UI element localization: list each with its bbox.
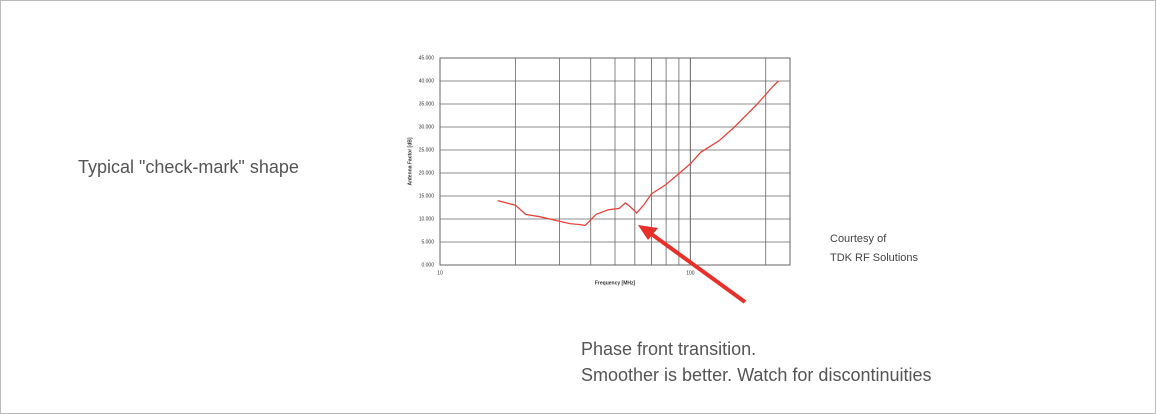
transition-note: Smoother is better. Watch for discontinu…	[581, 365, 932, 385]
x-axis-label: Frequency [MHz]	[595, 280, 636, 286]
courtesy-line: TDK RF Solutions	[830, 252, 919, 264]
y-tick-label: 10.000	[419, 216, 435, 222]
y-tick-label: 40.000	[419, 78, 435, 84]
y-tick-label: 15.000	[419, 193, 435, 199]
arrow	[648, 231, 747, 304]
x-tick-label: 100	[686, 270, 695, 276]
y-tick-label: 25.000	[419, 147, 435, 153]
y-axis-label: Antenna Factor [dB]	[407, 137, 413, 185]
y-tick-label: 0.000	[421, 262, 434, 268]
plot-frame	[439, 57, 791, 266]
y-tick-label: 20.000	[419, 170, 435, 176]
plot: 0.000 5.000 10.000 15.000 20.000 25.000 30.000…	[407, 55, 791, 286]
arrow-head	[638, 225, 658, 240]
y-tick-label: 45.000	[419, 55, 435, 61]
data-line	[497, 80, 779, 227]
x-tick-label: 10	[437, 270, 443, 276]
transition-note: Phase front transition.	[581, 339, 756, 359]
courtesy-line: Courtesy of	[830, 233, 887, 245]
y-tick-label: 5.000	[421, 239, 434, 245]
y-tick-label: 35.000	[419, 101, 435, 107]
y-tick-label: 30.000	[419, 124, 435, 130]
shape-caption: Typical "check-mark" shape	[78, 157, 299, 177]
